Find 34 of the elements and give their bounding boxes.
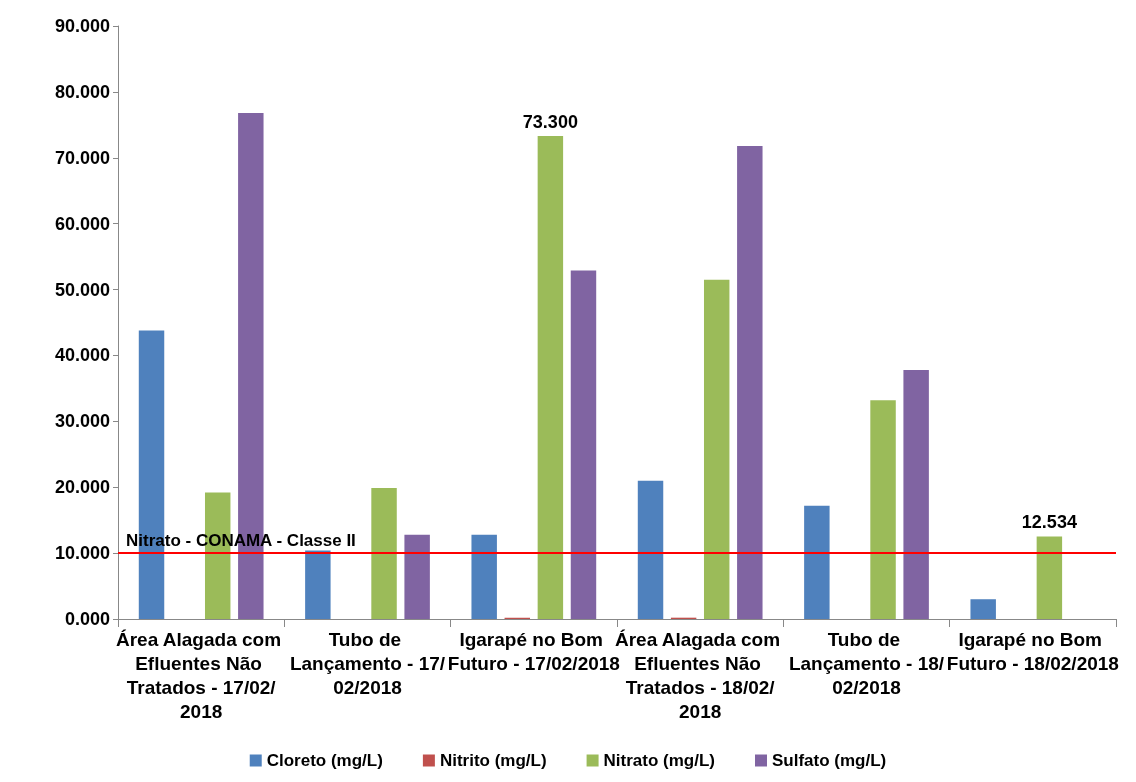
x-tick-label: Tubo de Lançamento - 18/02/2018	[788, 628, 945, 698]
bar	[737, 145, 763, 619]
data-label: 73.300	[522, 112, 578, 133]
bar	[537, 136, 564, 619]
bar	[371, 487, 397, 619]
legend-label: Nitrito (mg/L)	[439, 751, 547, 770]
bar	[637, 480, 664, 619]
legend-label: Nitrato (mg/L)	[603, 751, 716, 770]
x-tick-label: Tubo de Lançamento - 17/02/2018	[289, 628, 446, 698]
bar	[1036, 536, 1063, 619]
y-tick-label: 50.000	[54, 279, 110, 300]
bar	[903, 369, 929, 619]
bar	[703, 279, 730, 619]
data-label: 12.534	[1021, 512, 1077, 533]
y-tick-label: 0.000	[64, 609, 110, 629]
bar	[570, 270, 597, 619]
y-tick-label: 70.000	[54, 147, 110, 168]
bar	[471, 534, 497, 619]
bar	[305, 550, 331, 619]
y-tick-label: 90.000	[54, 16, 110, 36]
x-tick-label: Igarapé no Bom Futuro - 18/02/2018	[946, 628, 1119, 674]
y-tick-label: 40.000	[54, 345, 110, 366]
legend-label: Cloreto (mg/L)	[266, 751, 383, 770]
y-tick-label: 20.000	[54, 477, 110, 498]
bar	[970, 599, 996, 619]
x-tick-label: Área Alagada com Efluentes Não Tratados - 17/02/2018	[115, 628, 287, 722]
y-tick-label: 80.000	[54, 81, 110, 102]
bar	[870, 400, 896, 619]
legend-label: Sulfato (mg/L)	[772, 751, 887, 770]
y-tick-label: 60.000	[54, 213, 110, 234]
y-tick-label: 30.000	[54, 411, 110, 432]
bar	[404, 534, 430, 619]
y-tick-label: 10.000	[54, 543, 110, 564]
bar	[804, 505, 830, 619]
